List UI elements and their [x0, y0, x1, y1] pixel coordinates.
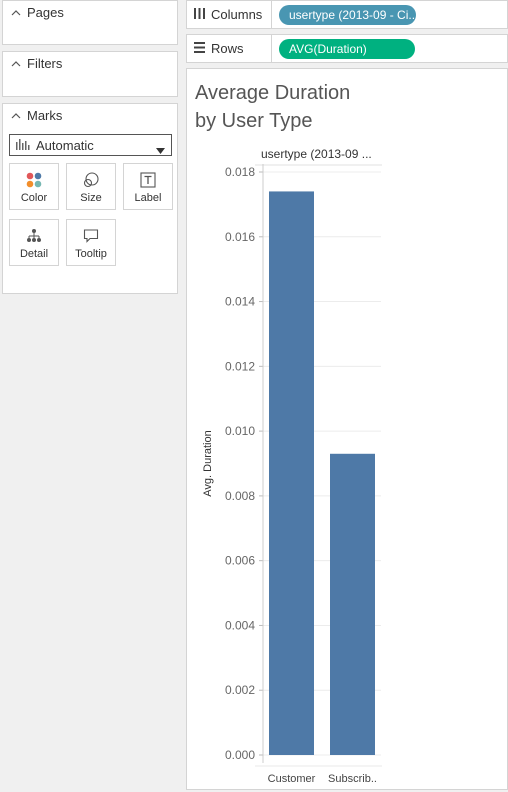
pages-card: Pages [2, 0, 178, 45]
filters-header[interactable]: Filters [11, 56, 62, 71]
color-button[interactable]: Color [9, 163, 59, 210]
avg-duration-measure-pill[interactable]: AVG(Duration) [279, 39, 415, 59]
mark-type-dropdown[interactable]: Automatic [9, 134, 172, 156]
collapse-icon[interactable] [11, 59, 21, 69]
detail-button-label: Detail [19, 248, 49, 260]
columns-shelf[interactable]: Columns usertype (2013-09 - Ci... [186, 0, 508, 29]
y-tick-label: 0.010 [225, 424, 255, 438]
rows-icon [194, 41, 205, 56]
tooltip-button-label: Tooltip [75, 248, 107, 260]
label-button[interactable]: Label [123, 163, 173, 210]
bar-subscrib [330, 453, 375, 755]
filters-title: Filters [27, 56, 63, 71]
marks-header[interactable]: Marks [11, 108, 62, 123]
mark-type-value: Automatic [36, 137, 94, 153]
marks-title: Marks [27, 108, 63, 123]
y-tick-label: 0.018 [225, 165, 255, 179]
columns-label-text: Columns [211, 7, 263, 22]
title-line-1: Average Duration [195, 82, 351, 104]
columns-shelf-label: Columns [194, 7, 262, 22]
x-category-label: Customer [268, 773, 316, 785]
label-button-label: Label [134, 192, 162, 204]
size-button-label: Size [80, 192, 102, 204]
usertype-dimension-pill[interactable]: usertype (2013-09 - Ci... [279, 5, 416, 25]
left-panel: Pages Filters Marks [0, 0, 181, 792]
y-tick-label: 0.016 [225, 230, 255, 244]
rows-shelf[interactable]: Rows AVG(Duration) [186, 34, 508, 63]
column-header-label: usertype (2013-09 ... [261, 147, 372, 161]
bar-chart-icon [16, 138, 30, 153]
tooltip-icon [67, 226, 115, 246]
shelf-divider [271, 35, 272, 62]
pages-title: Pages [27, 5, 64, 20]
size-icon [67, 170, 115, 190]
bar-chart: usertype (2013-09 ... 0.000 0.002 0.004 0.00… [202, 147, 382, 785]
tooltip-button[interactable]: Tooltip [66, 219, 116, 266]
collapse-icon[interactable] [11, 8, 21, 18]
columns-icon [194, 7, 205, 22]
x-category-label: Subscrib.. [328, 773, 377, 785]
size-button[interactable]: Size [66, 163, 116, 210]
color-icon [10, 170, 58, 190]
shelf-divider [271, 1, 272, 28]
view-pane: Average Duration by User Type usertype (… [186, 68, 508, 790]
text-label-icon [124, 170, 172, 190]
filters-card: Filters [2, 51, 178, 97]
title-line-2: by User Type [195, 110, 313, 132]
y-axis-title: Avg. Duration [202, 430, 214, 496]
y-tick-label: 0.004 [225, 618, 255, 632]
worksheet-title[interactable]: Average Duration by User Type [195, 79, 350, 135]
y-tick-label: 0.000 [225, 748, 255, 762]
y-tick-label: 0.008 [225, 489, 255, 503]
y-tick-label: 0.012 [225, 359, 255, 373]
rows-shelf-label: Rows [194, 41, 244, 56]
pages-header[interactable]: Pages [11, 5, 64, 20]
bar-customer [269, 191, 314, 755]
y-tick-label: 0.014 [225, 295, 255, 309]
y-tick-label: 0.002 [225, 683, 255, 697]
detail-button[interactable]: Detail [9, 219, 59, 266]
dropdown-arrow-icon[interactable] [156, 142, 165, 157]
y-tick-label: 0.006 [225, 554, 255, 568]
collapse-icon[interactable] [11, 111, 21, 121]
marks-card: Marks Automatic [2, 103, 178, 294]
color-button-label: Color [20, 192, 48, 204]
rows-label-text: Rows [211, 41, 244, 56]
detail-icon [10, 226, 58, 246]
